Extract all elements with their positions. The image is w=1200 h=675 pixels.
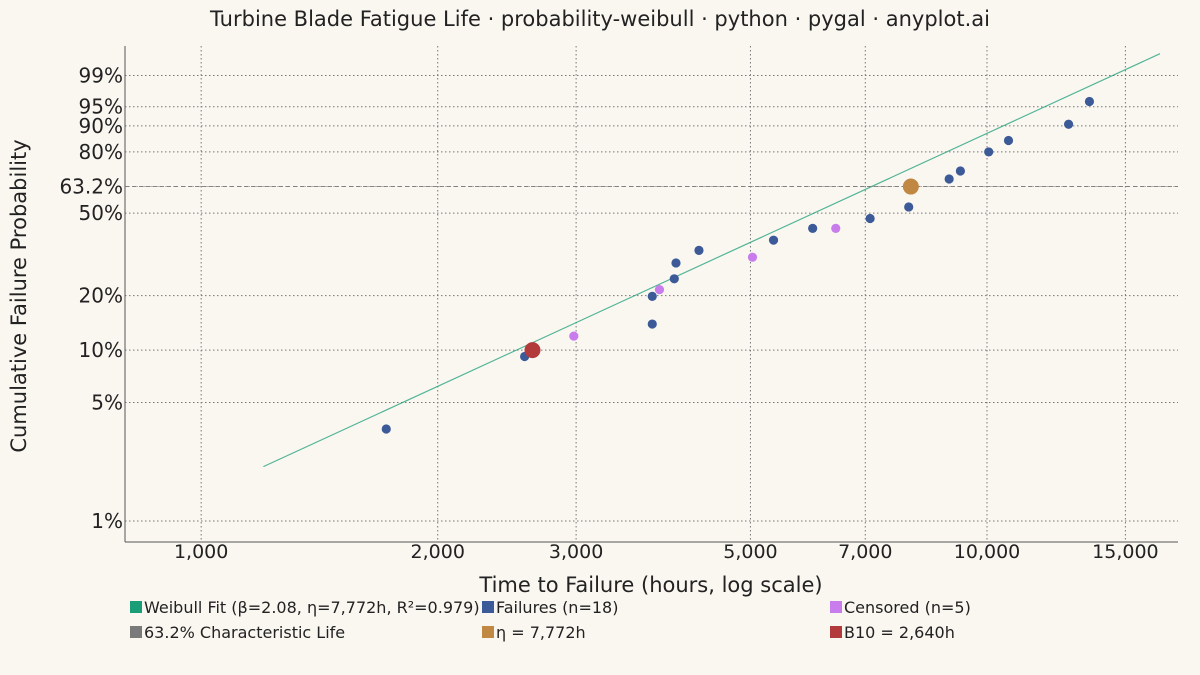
- legend-swatch: [482, 626, 494, 638]
- censored-point: [747, 252, 758, 262]
- y-tick-label: 10%: [79, 338, 123, 362]
- y-tick-label: 63.2%: [59, 175, 123, 199]
- failure-point: [381, 424, 391, 434]
- failure-point: [671, 258, 681, 268]
- failure-point: [1084, 96, 1095, 107]
- legend-swatch: [130, 626, 142, 638]
- eta-marker: [902, 178, 919, 195]
- x-tick-label: 5,000: [723, 541, 777, 563]
- x-tick-label: 2,000: [411, 541, 465, 563]
- legend-label: Weibull Fit (β=2.08, η=7,772h, R²=0.979): [144, 598, 480, 617]
- legend-swatch: [482, 601, 494, 613]
- legend-label: B10 = 2,640h: [844, 623, 955, 642]
- legend-label: 63.2% Characteristic Life: [144, 623, 345, 642]
- x-tick-label: 1,000: [174, 541, 228, 563]
- x-tick-label: 10,000: [954, 541, 1020, 563]
- legend-label: Censored (n=5): [844, 598, 971, 617]
- failure-point: [694, 245, 704, 255]
- y-tick-label: 99%: [79, 63, 123, 87]
- censored-point: [569, 331, 579, 341]
- failure-point: [647, 319, 657, 329]
- legend-swatch: [130, 601, 142, 613]
- weibull-fit-line: [263, 53, 1161, 468]
- failure-point: [944, 174, 954, 184]
- y-tick-label: 1%: [91, 509, 123, 533]
- y-tick-label: 80%: [79, 140, 123, 164]
- legend-swatch: [830, 601, 842, 613]
- legend-label: Failures (n=18): [496, 598, 618, 617]
- failure-point: [904, 202, 914, 212]
- x-tick-label: 15,000: [1092, 541, 1158, 563]
- legend-label: η = 7,772h: [496, 623, 586, 642]
- failure-point: [1003, 135, 1014, 146]
- y-tick-label: 20%: [79, 284, 123, 308]
- y-tick-label: 50%: [79, 201, 123, 225]
- failure-point: [984, 147, 994, 157]
- failure-point: [1063, 119, 1074, 129]
- plot-area: 1% 5% 10% 20% 50%63.2% 80%90%95% 99% 1,000 2,000…: [59, 46, 1178, 563]
- y-axis-label: Cumulative Failure Probability: [7, 139, 31, 452]
- b10-marker: [524, 342, 541, 359]
- x-tick-label: 3,000: [549, 541, 603, 563]
- x-axis-label: Time to Failure (hours, log scale): [478, 573, 822, 597]
- y-tick-label: 95%: [79, 95, 123, 119]
- censored-point: [831, 223, 841, 234]
- failure-point: [865, 213, 875, 224]
- y-tick-label: 5%: [91, 390, 123, 414]
- censored-point: [654, 285, 665, 295]
- failure-point: [647, 291, 657, 301]
- y-tick-label: 90%: [79, 114, 123, 138]
- failure-point: [669, 274, 679, 284]
- chart-title: Turbine Blade Fatigue Life · probability…: [209, 7, 990, 31]
- x-tick-label: 7,000: [838, 541, 892, 563]
- legend-swatch: [830, 626, 842, 638]
- failure-point: [808, 223, 818, 234]
- legend: Weibull Fit (β=2.08, η=7,772h, R²=0.979)…: [130, 598, 971, 642]
- failure-point: [768, 235, 779, 245]
- failure-point: [955, 166, 966, 176]
